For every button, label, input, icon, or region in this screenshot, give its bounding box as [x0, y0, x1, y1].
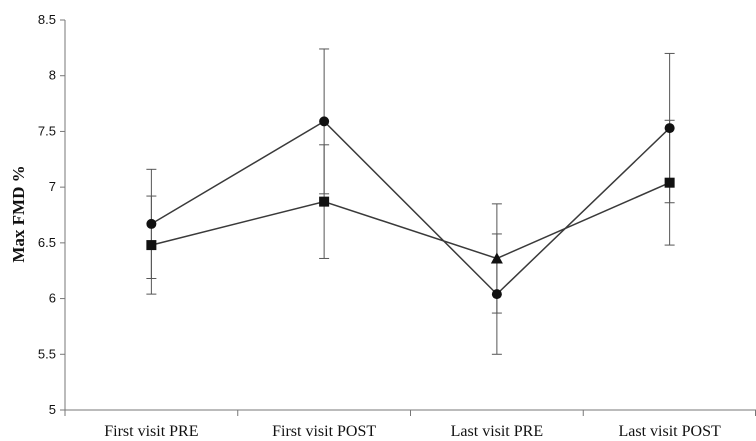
- x-tick-label: First visit POST: [272, 423, 376, 440]
- y-axis: 5 5.5 6 6.5 7 7.5 8 8.5: [38, 12, 66, 417]
- data-point-square: [146, 240, 157, 251]
- x-tick-label: Last visit POST: [619, 423, 721, 440]
- y-tick-label: 5: [49, 402, 56, 417]
- x-tick-label: Last visit PRE: [451, 423, 543, 440]
- series-line-square: [151, 181, 670, 260]
- y-tick-label: 6: [49, 291, 56, 306]
- data-point-circle: [319, 116, 330, 127]
- y-tick-label: 5.5: [38, 346, 56, 361]
- data-point-circle: [664, 123, 675, 134]
- data-point-triangle: [490, 252, 503, 264]
- data-point-square: [319, 196, 330, 207]
- y-tick-label: 6.5: [38, 235, 56, 250]
- x-tick-label: First visit PRE: [104, 423, 198, 440]
- x-axis: First visit PRE First visit POST Last visi…: [64, 409, 756, 440]
- series-line-circle: [150, 120, 671, 296]
- y-tick-label: 7.5: [38, 123, 56, 138]
- y-tick-label: 8.5: [38, 12, 56, 27]
- y-tick-label: 7: [49, 179, 56, 194]
- y-axis-title: Max FMD %: [9, 165, 28, 262]
- series-layer: [146, 48, 675, 355]
- y-tick-label: 8: [49, 68, 56, 83]
- data-point-circle: [146, 218, 157, 229]
- data-point-square: [664, 177, 675, 188]
- data-point-circle: [491, 289, 502, 300]
